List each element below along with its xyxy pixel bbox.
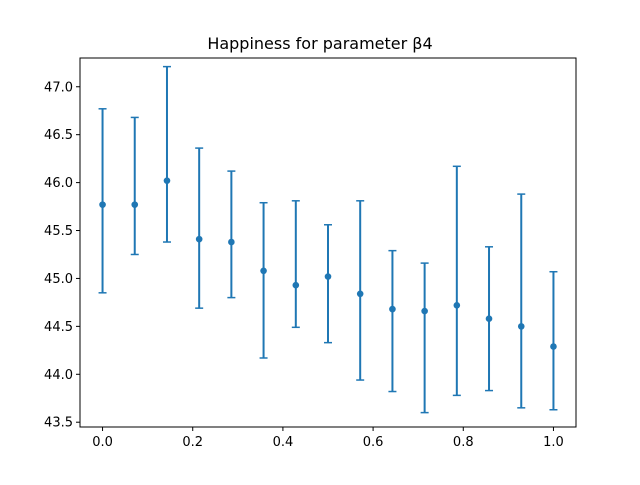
data-point [99, 201, 106, 208]
axes-layer: 0.0 0.2 0.4 0.6 0.8 1.0 43.5 44.0 44.5 45.0 45.5 46… [44, 57, 577, 450]
error-bar-point [420, 262, 429, 414]
data-point [131, 201, 139, 208]
x-tick-label: 0.0 [92, 435, 113, 450]
y-tick-label: 44.0 [44, 368, 73, 383]
y-tick-label: 47.0 [44, 80, 73, 95]
error-bar-point [324, 224, 332, 344]
x-tick-label: 1.0 [543, 435, 564, 450]
data-point [163, 177, 171, 184]
error-bar-point [130, 116, 139, 256]
error-bar-point [162, 65, 171, 243]
error-bar-point [388, 249, 397, 393]
data-point [550, 343, 557, 350]
error-bar-point [227, 170, 236, 299]
data-point [421, 307, 428, 315]
data-point [195, 235, 203, 243]
error-bar-point [549, 270, 558, 411]
error-bar-point [485, 246, 494, 392]
y-tick-label: 43.5 [44, 416, 73, 431]
y-tick-label: 45.0 [44, 272, 73, 287]
x-tick-label: 0.6 [363, 435, 384, 450]
data-point [517, 323, 525, 330]
data-point [485, 315, 493, 322]
data-point [260, 267, 267, 275]
data-point [228, 238, 235, 246]
error-bar-point [291, 200, 300, 329]
plot-frame [79, 57, 577, 428]
data-point [453, 301, 461, 309]
data-point [324, 273, 332, 280]
chart-title: Happiness for parameter β4 [207, 34, 432, 53]
error-bar-point [259, 201, 268, 359]
data-point [356, 290, 364, 298]
x-tick-label: 0.4 [273, 435, 294, 450]
error-bar-point [98, 108, 107, 294]
error-bar-point [195, 147, 204, 309]
x-tick-label: 0.2 [182, 435, 203, 450]
error-bar-point [356, 200, 365, 381]
y-tick-label: 46.0 [44, 176, 73, 191]
data-point [292, 281, 300, 289]
error-bar-point [517, 193, 526, 409]
y-tick-label: 44.5 [44, 320, 73, 335]
y-tick-label: 45.5 [44, 224, 73, 239]
x-tick-label: 0.8 [453, 435, 474, 450]
y-tick-label: 46.5 [44, 128, 73, 143]
marks-layer [98, 65, 558, 414]
data-point [389, 305, 396, 313]
error-bar-point [452, 165, 461, 397]
